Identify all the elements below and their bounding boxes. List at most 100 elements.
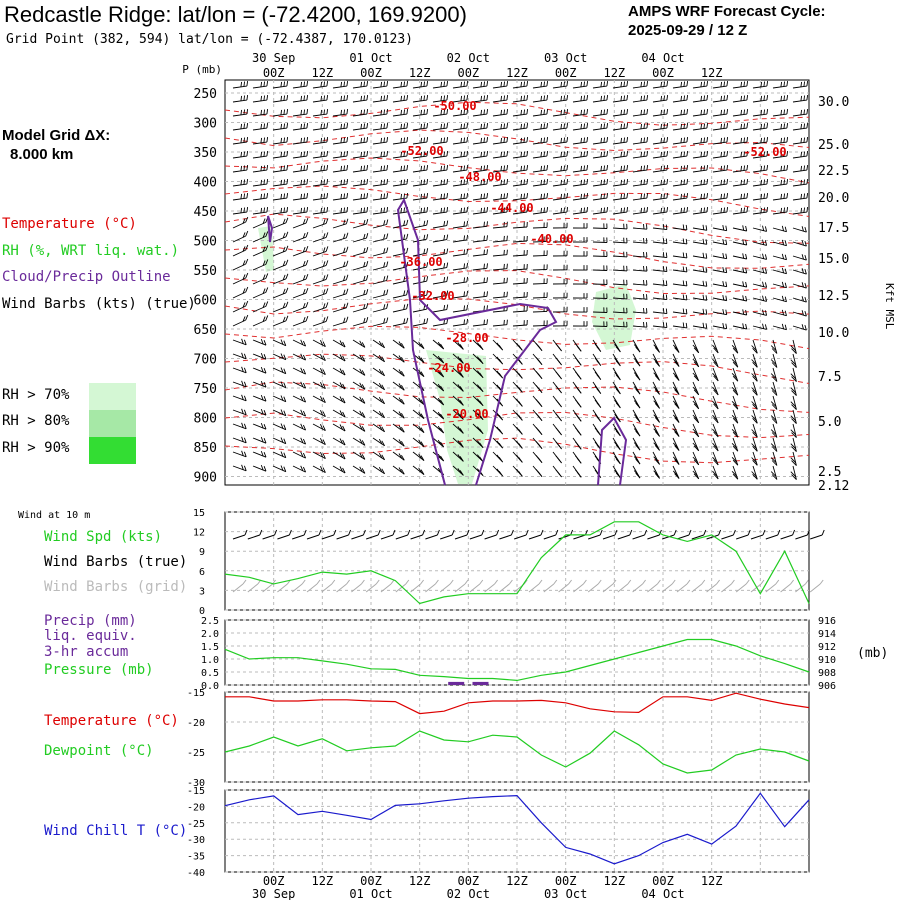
wind-barb-flag — [306, 193, 309, 199]
wind-barb-flag — [403, 207, 406, 213]
wind-barb-shaft — [765, 583, 777, 593]
wind-barb — [592, 179, 609, 187]
wind-barb-shaft — [752, 211, 767, 215]
wind-barb-flag — [762, 281, 765, 287]
wind-barb-flag — [260, 366, 264, 373]
wind-barb-flag — [282, 218, 286, 225]
wind-barb — [232, 258, 249, 271]
wind-barb-flag — [726, 81, 729, 87]
wind-barb-flag — [483, 109, 486, 115]
wind-barb — [492, 81, 509, 89]
wind-barb — [532, 320, 548, 327]
wind-barb-flag — [626, 193, 629, 199]
wind-barb-shaft — [392, 308, 407, 313]
wind-barb — [772, 123, 789, 131]
wind-barb-flag — [800, 193, 803, 199]
wind-barb-flag — [620, 109, 623, 115]
wind-barb-flag — [586, 207, 589, 213]
height-tick-label: 2.5 — [818, 465, 841, 480]
wind-barb-flag — [614, 442, 620, 448]
precip-ytick: 0.5 — [201, 668, 219, 679]
wind-barb-flag — [535, 371, 541, 377]
wind-barb-shaft — [312, 250, 327, 257]
wind-barb-flag — [746, 137, 749, 143]
wind-barb — [592, 423, 602, 436]
wind-barb-flag — [386, 109, 389, 115]
wind-barb-flag — [783, 109, 786, 115]
wind-barb-flag — [683, 137, 686, 143]
pressure-axis: 2503003504004505005506006507007508008509… — [182, 63, 222, 486]
wind-barb-flag — [259, 529, 263, 536]
wind-barb-flag — [763, 179, 766, 185]
wind-barb-flag — [446, 137, 449, 143]
wind-barb-flag — [560, 207, 563, 213]
wind-barb-shaft — [292, 465, 306, 473]
wind-barb-flag — [606, 81, 609, 87]
wind-barb-flag — [780, 95, 783, 101]
wind-barb-flag — [262, 302, 266, 308]
wind-barb-shaft — [752, 339, 758, 354]
wind-barb-flag — [526, 137, 529, 143]
wind-barb-shaft — [432, 339, 444, 350]
wind-barb-flag — [426, 234, 429, 240]
wind-barb — [392, 367, 405, 377]
wind-barb-shaft — [392, 451, 405, 461]
wind-barb-flag — [580, 109, 583, 115]
wind-barb-flag — [241, 380, 244, 386]
wind-barb-shaft — [252, 141, 267, 145]
pressure-ytick: 916 — [818, 616, 836, 627]
wind-barb-shaft — [262, 534, 275, 540]
wind-barb — [770, 451, 778, 466]
wind-barb — [552, 193, 569, 201]
wind-barb-flag — [503, 221, 505, 227]
wind-barb-flag — [665, 322, 668, 328]
wind-barb — [772, 207, 789, 215]
wind-barb — [232, 81, 249, 89]
wind-barb-flag — [286, 193, 289, 199]
wind-barb-shaft — [672, 85, 687, 89]
wind-barb-flag — [420, 109, 423, 115]
wind-barb — [252, 422, 267, 430]
wind-barb — [672, 353, 680, 367]
wind-barb — [632, 179, 649, 187]
wind-barb-flag — [801, 310, 804, 316]
wind-barb-flag — [751, 443, 757, 449]
wind-barb-shaft — [312, 236, 327, 243]
wind-barb-flag — [654, 459, 660, 465]
wind-barb-flag — [623, 193, 626, 199]
wind-barb-flag — [362, 529, 366, 536]
wind-barb-shaft — [232, 583, 244, 593]
wind-barb-shaft — [395, 583, 407, 593]
wind-barb-flag — [282, 288, 286, 295]
wind-barb-flag — [643, 109, 646, 115]
wind-barb-flag — [398, 467, 403, 473]
wind-barb-shaft — [612, 241, 628, 244]
wind-barb — [252, 95, 269, 103]
wind-barb-flag — [614, 529, 618, 536]
wind-barb-flag — [460, 151, 463, 157]
wind-barb-flag — [479, 428, 484, 434]
wind-barb — [692, 193, 709, 201]
wind-barb — [612, 193, 629, 201]
wind-barb-flag — [722, 295, 725, 301]
wind-barb-flag — [771, 376, 778, 382]
wind-barb-flag — [381, 356, 385, 363]
wind-barb-flag — [682, 322, 685, 328]
wind-barb-shaft — [372, 322, 387, 327]
wind-barb — [732, 323, 748, 330]
wind-barb-flag — [563, 109, 566, 115]
isotherm-line — [224, 270, 810, 295]
wind-barb-10m-true — [366, 529, 381, 540]
wind-barb-shaft — [772, 113, 787, 117]
wind-barb-flag — [720, 95, 723, 101]
wind-barb-shaft — [750, 534, 764, 540]
wind-barb-flag — [560, 179, 563, 185]
wind-barb-flag — [440, 371, 445, 378]
wind-barb-flag — [343, 137, 346, 143]
wind-barb — [712, 267, 728, 274]
wind-barb-flag — [466, 109, 469, 115]
wind-barb-flag — [712, 456, 718, 463]
wind-barb-flag — [700, 109, 703, 115]
wind-barb-flag — [446, 165, 449, 171]
isotherm-line — [224, 298, 810, 320]
